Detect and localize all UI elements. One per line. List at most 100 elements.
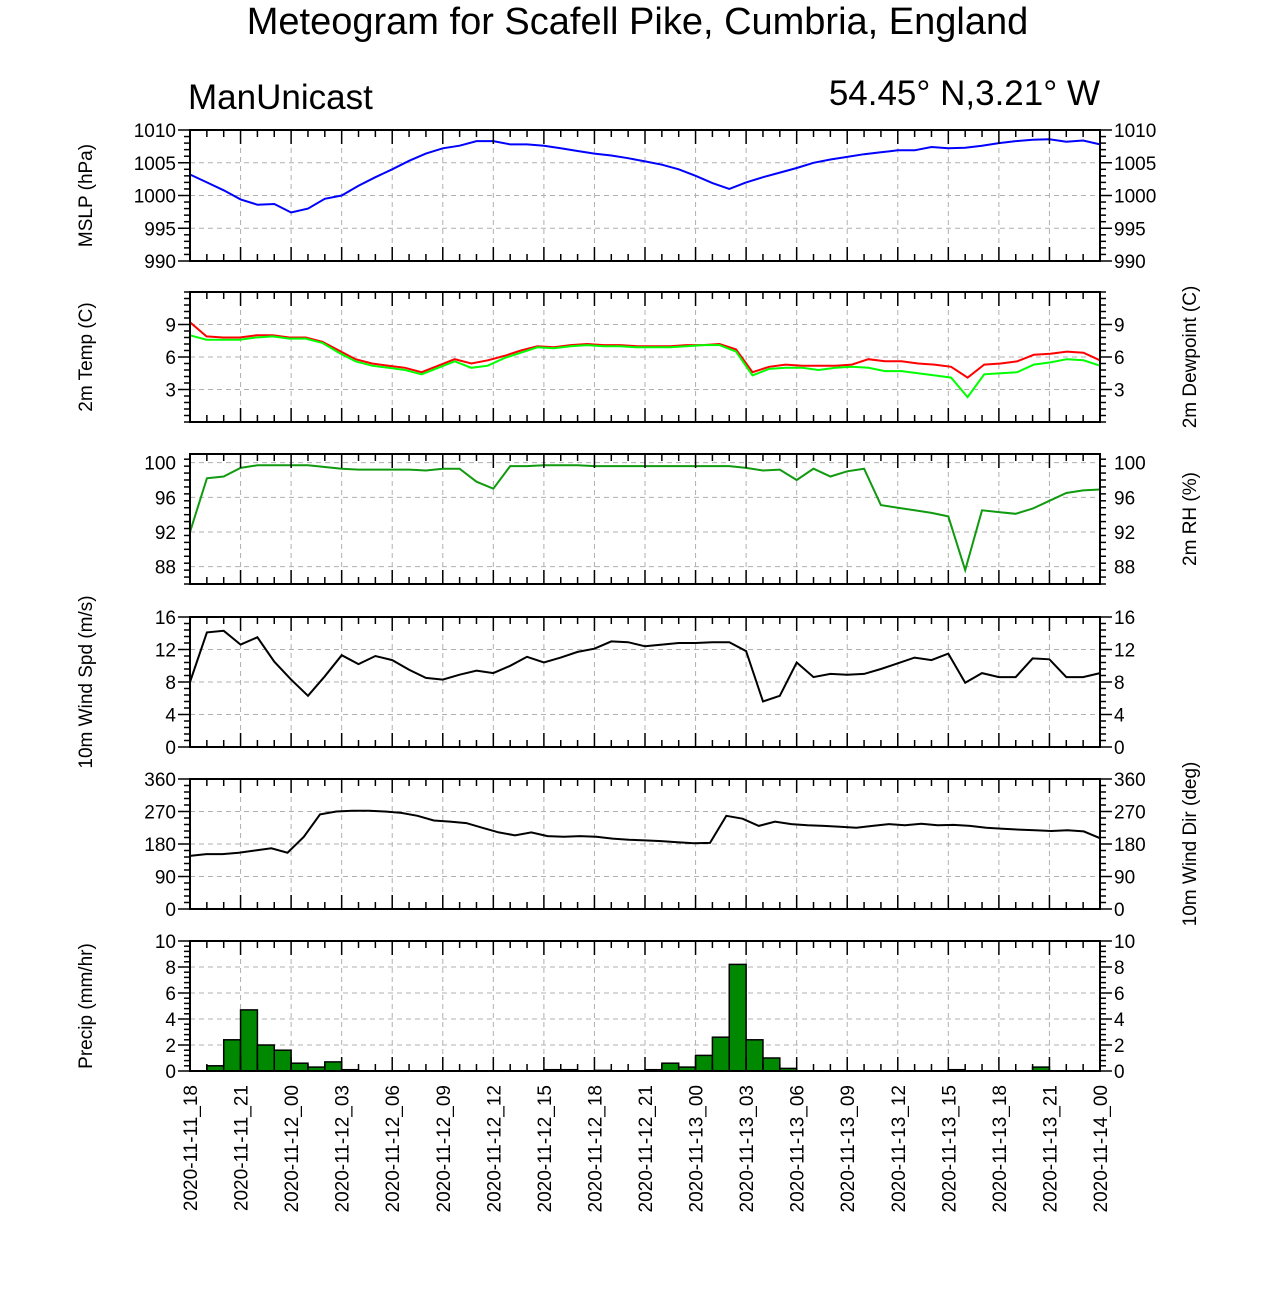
y-tick-label: 4 [165, 706, 176, 727]
precip-bar [324, 1061, 343, 1072]
y-tick-label: 96 [1114, 488, 1135, 509]
y-tick-label: 180 [144, 835, 176, 856]
x-tick-label: 2020-11-13_03 [737, 1085, 758, 1212]
panel-wdir [178, 778, 1112, 910]
y-tick-label: 990 [1114, 252, 1146, 273]
series-line-wdir [189, 809, 1101, 857]
y-tick-label: 4 [1114, 706, 1125, 727]
series-line-temp [189, 321, 1101, 379]
y-axis-label-left: MSLP (hPa) [76, 144, 97, 247]
y-tick-label: 6 [1114, 984, 1125, 1005]
y-tick-label: 16 [155, 608, 176, 629]
y-tick-label: 990 [144, 252, 176, 273]
y-tick-label: 9 [165, 316, 176, 337]
y-tick-label: 4 [1114, 1010, 1125, 1031]
y-tick-label: 12 [1114, 641, 1135, 662]
y-tick-label: 0 [1114, 1062, 1125, 1083]
model-name: ManUnicast [188, 78, 373, 117]
y-tick-label: 100 [144, 454, 176, 475]
y-tick-label: 16 [1114, 608, 1135, 629]
x-tick-label: 2020-11-13_09 [838, 1085, 859, 1212]
x-tick-label: 2020-11-11_18 [181, 1085, 202, 1211]
y-tick-label: 180 [1114, 835, 1146, 856]
y-tick-label: 8 [1114, 673, 1125, 694]
y-axis-label-left: 10m Wind Spd (m/s) [76, 595, 97, 768]
y-tick-label: 360 [144, 770, 176, 791]
y-tick-label: 0 [165, 1062, 176, 1083]
x-tick-label: 2020-11-13_15 [939, 1085, 960, 1212]
x-tick-label: 2020-11-12_15 [535, 1085, 556, 1212]
x-tick-label: 2020-11-12_09 [434, 1085, 455, 1212]
y-tick-label: 12 [155, 641, 176, 662]
precip-bar [745, 1039, 764, 1072]
y-tick-label: 0 [1114, 738, 1125, 759]
y-tick-label: 1010 [134, 121, 176, 142]
x-tick-label: 2020-11-14_00 [1091, 1085, 1112, 1212]
y-tick-label: 6 [1114, 348, 1125, 369]
y-tick-label: 0 [1114, 900, 1125, 921]
y-tick-label: 96 [155, 488, 176, 509]
precip-bar [694, 1054, 714, 1072]
y-tick-label: 4 [165, 1010, 176, 1031]
y-axis-label-left: 2m Temp (C) [76, 302, 97, 411]
panel-temp [178, 291, 1112, 423]
y-axis-label-right: 2m Dewpoint (C) [1180, 286, 1201, 429]
y-tick-label: 9 [1114, 316, 1125, 337]
y-tick-label: 270 [1114, 803, 1146, 824]
y-tick-label: 1000 [134, 187, 176, 208]
x-tick-label: 2020-11-12_00 [282, 1085, 303, 1212]
y-tick-label: 360 [1114, 770, 1146, 791]
x-tick-label: 2020-11-12_21 [636, 1085, 657, 1212]
panel-wspd [178, 616, 1112, 748]
series-line-wspd [189, 629, 1101, 703]
y-tick-label: 8 [165, 958, 176, 979]
precip-bar [728, 963, 747, 1072]
y-tick-label: 1005 [134, 154, 176, 175]
y-tick-label: 0 [165, 738, 176, 759]
y-tick-label: 2 [1114, 1036, 1125, 1057]
precip-bar [711, 1036, 731, 1072]
precip-bar [661, 1062, 680, 1072]
y-tick-label: 10 [155, 932, 176, 953]
y-tick-label: 1000 [1114, 187, 1156, 208]
panel-mslp [178, 129, 1112, 262]
precip-bar [290, 1062, 309, 1072]
precip-bar [256, 1044, 276, 1072]
y-tick-label: 88 [155, 558, 176, 579]
y-tick-label: 995 [144, 219, 176, 240]
panel-precip [178, 940, 1112, 1072]
x-tick-label: 2020-11-13_06 [788, 1085, 809, 1212]
y-tick-label: 3 [165, 381, 176, 402]
y-tick-label: 90 [155, 868, 176, 889]
x-tick-label: 2020-11-12_18 [585, 1085, 606, 1212]
precip-bar [239, 1009, 259, 1072]
x-tick-label: 2020-11-12_03 [333, 1085, 354, 1212]
x-tick-label: 2020-11-11_21 [232, 1085, 253, 1211]
x-tick-label: 2020-11-13_00 [687, 1085, 708, 1212]
precip-bar [762, 1057, 781, 1072]
series-line-temp [189, 334, 1101, 399]
y-tick-label: 10 [1114, 932, 1135, 953]
y-tick-label: 6 [165, 348, 176, 369]
y-tick-label: 3 [1114, 381, 1125, 402]
precip-bar [273, 1049, 292, 1072]
panel-rh [184, 453, 1106, 585]
y-tick-label: 92 [1114, 523, 1135, 544]
location-coordinates: 54.45° N,3.21° W [828, 74, 1100, 113]
x-tick-label: 2020-11-12_12 [484, 1085, 505, 1212]
x-tick-label: 2020-11-13_21 [1040, 1085, 1061, 1212]
precip-bar [222, 1039, 242, 1072]
y-tick-label: 0 [165, 900, 176, 921]
y-axis-label-right: 10m Wind Dir (deg) [1180, 762, 1201, 927]
y-tick-label: 8 [1114, 958, 1125, 979]
y-axis-label-left: Precip (mm/hr) [76, 943, 97, 1069]
y-tick-label: 1005 [1114, 154, 1156, 175]
y-tick-label: 90 [1114, 868, 1135, 889]
y-tick-label: 88 [1114, 558, 1135, 579]
x-tick-label: 2020-11-13_18 [990, 1085, 1011, 1212]
x-tick-label: 2020-11-13_12 [889, 1085, 910, 1212]
y-tick-label: 995 [1114, 219, 1146, 240]
y-tick-label: 92 [155, 523, 176, 544]
y-tick-label: 8 [165, 673, 176, 694]
